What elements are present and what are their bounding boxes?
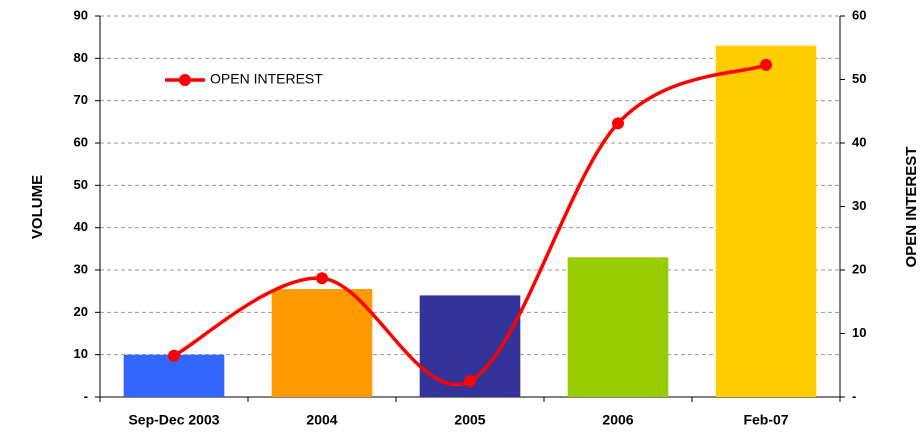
- y2-tick-label: 60: [852, 7, 866, 22]
- y-tick-label: 80: [74, 50, 88, 65]
- bar: [567, 257, 669, 397]
- line-marker: [168, 349, 180, 362]
- x-tick-label: 2005: [454, 412, 485, 428]
- y-tick-label: 30: [74, 261, 88, 276]
- y-axis-label: VOLUME: [29, 175, 46, 239]
- y2-tick-label: 10: [852, 325, 866, 340]
- line-marker: [464, 375, 476, 388]
- y2-tick-label: 40: [852, 134, 866, 149]
- y2-tick-label: 30: [852, 198, 866, 213]
- y-tick-label: 10: [74, 346, 88, 361]
- x-tick-label: Feb-07: [743, 412, 788, 428]
- y-tick-label: 40: [74, 219, 88, 234]
- y2-tick-label: 20: [852, 261, 866, 276]
- line-marker: [612, 117, 624, 130]
- y-tick-label: 70: [74, 92, 88, 107]
- y-tick-label: -: [84, 388, 88, 403]
- legend-label: OPEN INTEREST: [210, 71, 323, 87]
- bar: [715, 45, 817, 398]
- y2-axis-label: OPEN INTEREST: [903, 147, 920, 268]
- y-tick-label: 90: [74, 7, 88, 22]
- x-tick-label: Sep-Dec 2003: [128, 412, 219, 428]
- bar: [271, 289, 373, 397]
- legend-marker: [179, 74, 191, 86]
- y-tick-label: 20: [74, 304, 88, 319]
- y2-tick-label: -: [852, 388, 856, 403]
- line-marker: [760, 58, 772, 71]
- line-marker: [316, 272, 328, 285]
- y-tick-label: 60: [74, 134, 88, 149]
- y2-tick-label: 50: [852, 71, 866, 86]
- x-tick-label: 2006: [602, 412, 633, 428]
- y-tick-label: 50: [74, 177, 88, 192]
- x-tick-label: 2004: [306, 412, 337, 428]
